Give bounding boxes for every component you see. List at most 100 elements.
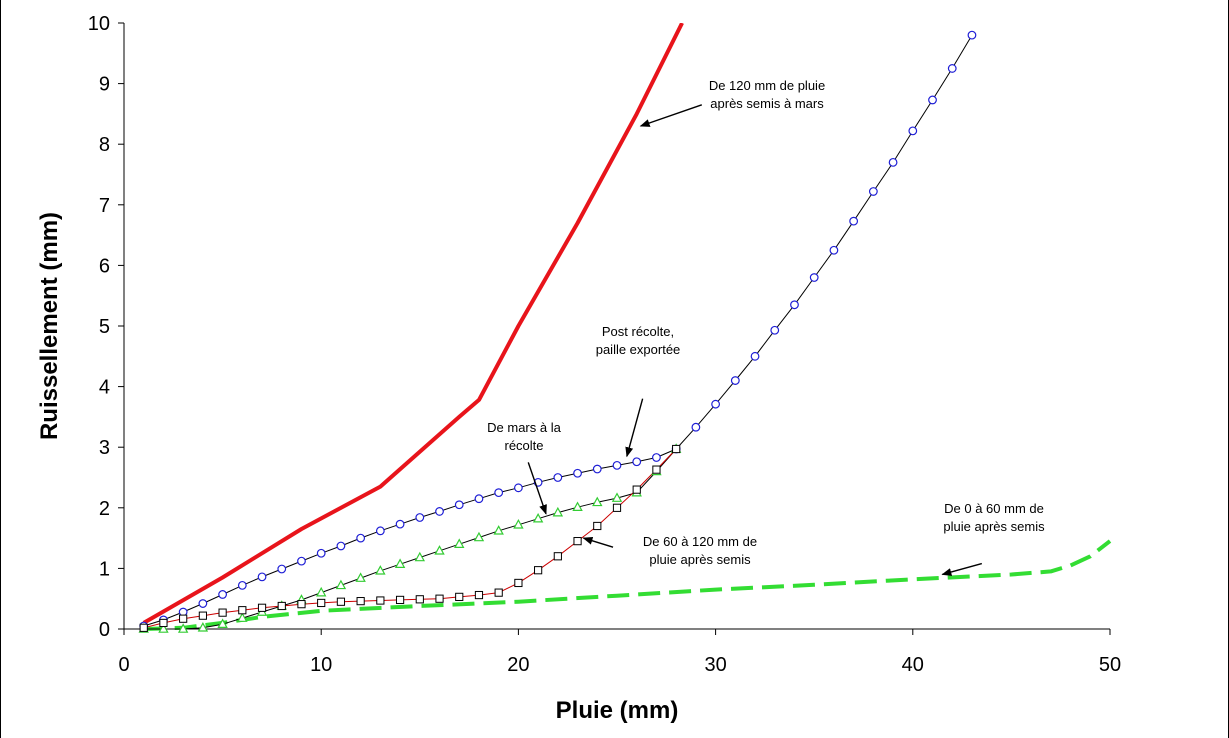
- data-point-square: [573, 537, 582, 546]
- data-point-triangle: [552, 506, 564, 517]
- data-point-circle: [928, 95, 937, 105]
- data-point-circle: [277, 564, 287, 574]
- annotation-line: pluie après semis: [649, 552, 751, 567]
- data-point-square: [139, 623, 148, 632]
- data-point-square: [238, 606, 247, 615]
- data-point-triangle: [177, 623, 189, 633]
- data-point-square: [632, 485, 641, 494]
- y-tick-label: 6: [99, 255, 110, 277]
- y-tick-label: 9: [99, 74, 110, 96]
- data-point-circle: [652, 453, 661, 462]
- data-point-square: [356, 597, 365, 606]
- data-point-circle: [967, 30, 977, 40]
- data-point-circle: [316, 548, 326, 558]
- x-tick-label: 20: [507, 654, 529, 676]
- data-point-square: [415, 595, 424, 604]
- y-tick-label: 3: [99, 437, 110, 459]
- y-tick-label: 5: [99, 316, 110, 338]
- data-point-circle: [553, 473, 563, 482]
- data-point-triangle: [493, 525, 504, 535]
- data-point-square: [612, 503, 622, 512]
- data-point-square: [218, 608, 227, 617]
- y-tick-label: 0: [99, 619, 110, 641]
- data-point-triangle: [335, 579, 347, 590]
- data-point-triangle: [592, 496, 603, 507]
- data-point-circle: [592, 464, 602, 474]
- y-axis-title: Ruissellement (mm): [36, 212, 63, 440]
- annotation-line: De 0 à 60 mm de: [944, 501, 1044, 516]
- data-point-circle: [612, 460, 622, 470]
- data-point-circle: [454, 500, 464, 510]
- series-line-1: [142, 23, 684, 625]
- data-point-triangle: [315, 586, 327, 597]
- data-point-square: [395, 595, 405, 605]
- data-point-circle: [237, 580, 247, 590]
- annotation-arrow: [527, 462, 547, 515]
- annotation-label: De 120 mm de pluie après semis à mars: [709, 78, 825, 111]
- data-point-circle: [750, 351, 760, 361]
- y-tick-label: 10: [88, 13, 110, 35]
- data-point-triangle: [414, 551, 426, 562]
- data-point-circle: [494, 488, 504, 498]
- data-point-square: [672, 444, 681, 454]
- x-tick-label: 50: [1099, 654, 1121, 676]
- annotation-line: De 60 à 120 mm de: [643, 534, 757, 549]
- data-point-square: [297, 600, 306, 609]
- annotation-line: De mars à la: [487, 420, 561, 435]
- series-line-5: [143, 448, 677, 629]
- data-point-circle: [809, 273, 819, 282]
- annotation-label: De mars à la récolte: [487, 420, 561, 453]
- data-point-square: [593, 521, 602, 531]
- data-point-circle: [395, 519, 405, 529]
- data-point-triangle: [473, 531, 485, 542]
- data-point-square: [455, 592, 464, 601]
- data-point-circle: [790, 300, 799, 310]
- data-point-triangle: [513, 519, 524, 529]
- data-point-square: [317, 598, 326, 608]
- data-point-circle: [849, 216, 859, 226]
- annotation-line: récolte: [504, 438, 543, 453]
- data-point-circle: [908, 126, 918, 136]
- data-point-circle: [868, 187, 878, 196]
- data-point-square: [474, 590, 484, 600]
- data-point-triangle: [394, 558, 406, 568]
- data-point-square: [277, 601, 286, 611]
- data-point-square: [159, 618, 168, 628]
- data-point-square: [198, 611, 207, 620]
- data-point-circle: [474, 494, 484, 504]
- annotation-arrow: [639, 104, 703, 127]
- annotation-label: De 0 à 60 mm de pluie après semis: [943, 501, 1045, 534]
- data-point-triangle: [158, 623, 169, 633]
- data-point-circle: [573, 468, 582, 478]
- data-point-square: [494, 588, 503, 597]
- data-point-circle: [415, 513, 425, 522]
- data-point-square: [652, 465, 661, 474]
- data-point-triangle: [375, 565, 386, 575]
- annotation-label: De 60 à 120 mm de pluie après semis: [643, 534, 757, 567]
- data-point-triangle: [572, 501, 583, 511]
- data-point-square: [376, 596, 385, 605]
- data-point-circle: [888, 157, 898, 167]
- annotation-arrow: [941, 562, 983, 576]
- annotation-line: Post récolte,: [602, 324, 674, 339]
- series-line-2: [143, 539, 1112, 631]
- data-point-circle: [947, 64, 957, 73]
- y-tick-label: 2: [99, 498, 110, 520]
- data-point-circle: [198, 599, 208, 608]
- data-point-circle: [514, 483, 523, 493]
- data-point-square: [553, 552, 562, 561]
- data-point-circle: [375, 526, 385, 536]
- data-point-circle: [632, 457, 642, 467]
- x-tick-label: 0: [118, 654, 129, 676]
- annotation-line: De 120 mm de pluie: [709, 78, 825, 93]
- data-point-circle: [218, 590, 228, 599]
- data-point-triangle: [434, 545, 445, 555]
- data-point-circle: [711, 399, 720, 409]
- y-tick-label: 7: [99, 195, 110, 217]
- annotation-label: Post récolte, paille exportée: [596, 324, 681, 357]
- data-point-circle: [829, 245, 839, 255]
- data-point-circle: [297, 556, 306, 566]
- x-tick-label: 10: [310, 654, 332, 676]
